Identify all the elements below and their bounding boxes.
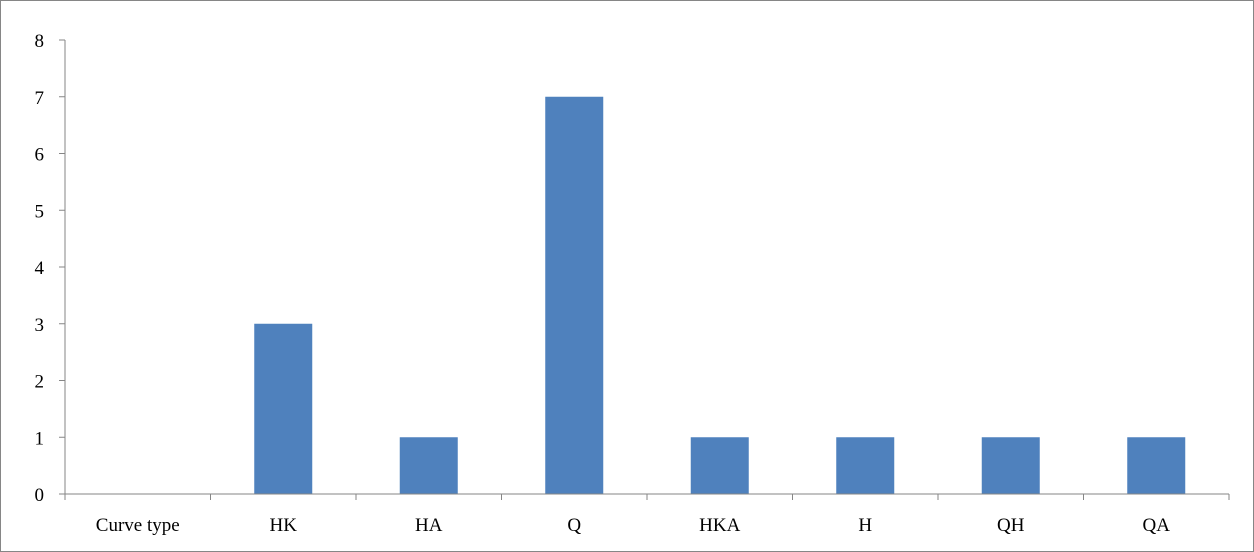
y-tick-label: 4 <box>35 258 45 279</box>
bar-hka <box>690 437 749 494</box>
x-tick-label: QA <box>1143 515 1171 536</box>
bar-hk <box>254 323 313 494</box>
y-tick-label: 2 <box>35 372 45 393</box>
x-axis: Curve type HK HA Q HKA H QH QA <box>64 493 1230 536</box>
y-tick-label: 6 <box>35 145 45 166</box>
y-tick-label: 3 <box>35 315 45 336</box>
x-tick-label: Q <box>567 515 581 536</box>
bar-q <box>545 96 604 494</box>
bar-qh <box>981 437 1040 494</box>
bars-group <box>254 96 1186 494</box>
y-tick-label: 8 <box>35 31 45 52</box>
x-tick-label: HKA <box>699 515 740 536</box>
x-tick-label: H <box>858 515 872 536</box>
y-axis: 0 1 2 3 4 5 6 7 8 <box>35 31 66 506</box>
x-tick-label: HK <box>270 515 298 536</box>
x-tick-label: HA <box>415 515 443 536</box>
y-tick-label: 1 <box>35 428 45 449</box>
bar-qa <box>1127 437 1186 494</box>
x-tick-label: QH <box>997 515 1025 536</box>
bar-ha <box>399 437 458 494</box>
y-tick-label: 7 <box>35 88 45 109</box>
y-tick-label: 0 <box>35 485 45 506</box>
bar-h <box>836 437 895 494</box>
y-tick-label: 5 <box>35 201 45 222</box>
x-tick-label: Curve type <box>96 515 180 536</box>
